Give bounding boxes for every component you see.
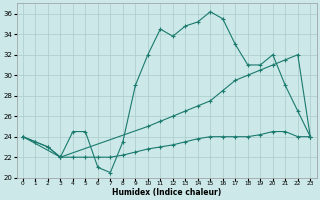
X-axis label: Humidex (Indice chaleur): Humidex (Indice chaleur)	[112, 188, 221, 197]
